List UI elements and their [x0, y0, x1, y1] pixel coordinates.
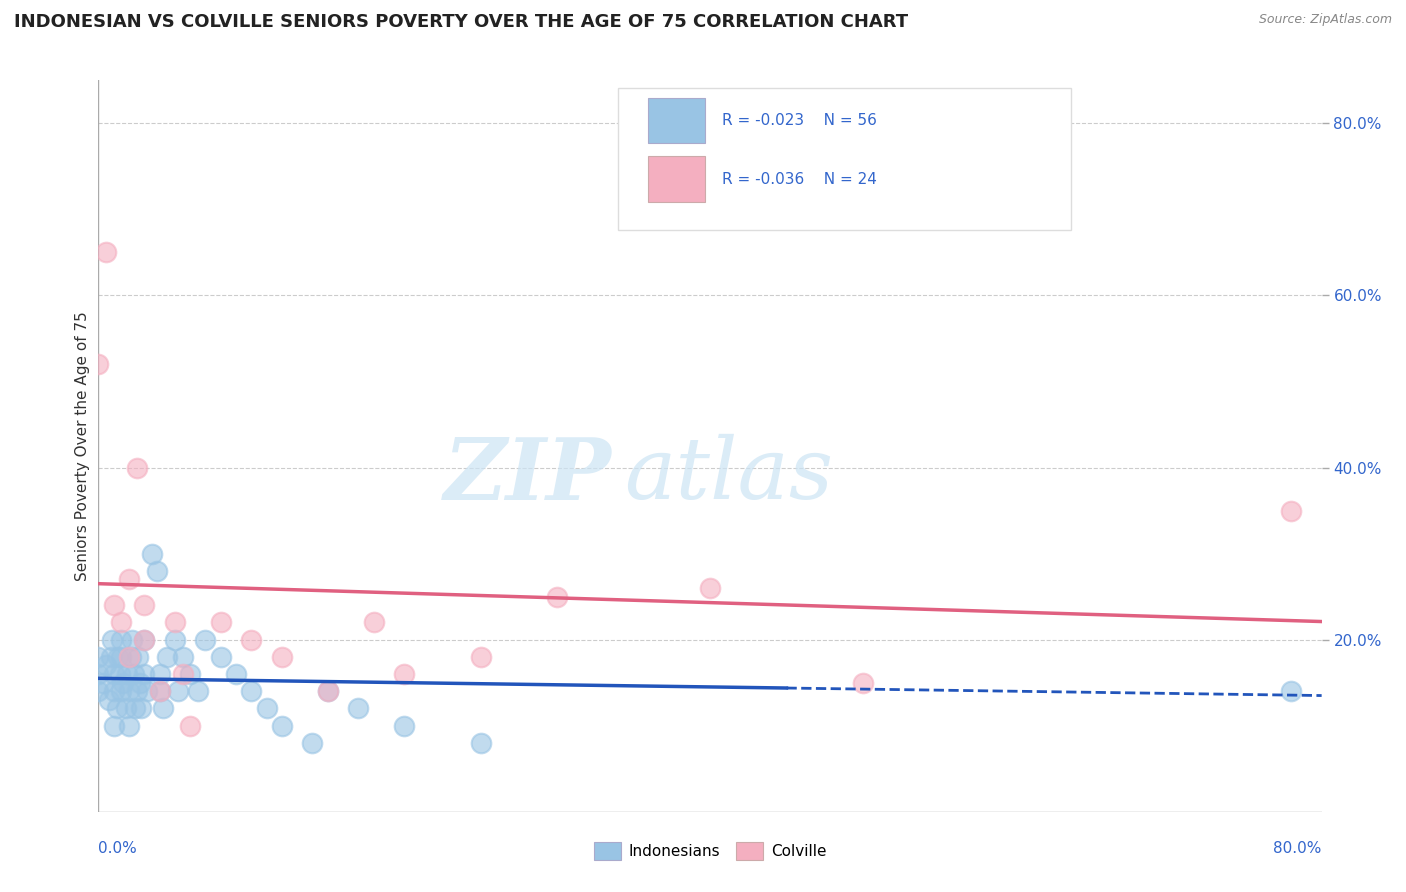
- Point: [122, 667, 145, 681]
- Point: [129, 701, 152, 715]
- Point: [134, 632, 156, 647]
- Y-axis label: Seniors Poverty Over the Age of 75: Seniors Poverty Over the Age of 75: [75, 311, 90, 581]
- Point: [316, 684, 339, 698]
- Point: [101, 632, 124, 647]
- Point: [1279, 503, 1302, 517]
- Text: atlas: atlas: [624, 434, 834, 516]
- Point: [98, 693, 121, 707]
- Point: [316, 684, 339, 698]
- Point: [145, 564, 167, 578]
- Point: [87, 684, 110, 698]
- Point: [103, 719, 125, 733]
- Point: [301, 736, 323, 750]
- Text: Source: ZipAtlas.com: Source: ZipAtlas.com: [1258, 13, 1392, 27]
- Point: [125, 684, 148, 698]
- FancyBboxPatch shape: [619, 87, 1071, 230]
- Point: [149, 684, 172, 698]
- Point: [256, 701, 278, 715]
- Point: [194, 632, 217, 647]
- Point: [103, 684, 125, 698]
- Point: [163, 632, 186, 647]
- Point: [392, 719, 416, 733]
- Point: [136, 684, 159, 698]
- Point: [240, 632, 263, 647]
- Point: [134, 667, 156, 681]
- Point: [392, 667, 416, 681]
- Point: [110, 632, 132, 647]
- FancyBboxPatch shape: [648, 98, 706, 144]
- Point: [118, 684, 141, 698]
- Point: [187, 684, 209, 698]
- Point: [363, 615, 385, 630]
- Point: [546, 590, 568, 604]
- Point: [172, 649, 194, 664]
- Point: [103, 667, 125, 681]
- Point: [121, 632, 143, 647]
- Point: [179, 667, 201, 681]
- Text: 0.0%: 0.0%: [98, 841, 138, 856]
- Point: [118, 719, 141, 733]
- Point: [127, 649, 149, 664]
- Point: [120, 649, 142, 664]
- Point: [115, 701, 138, 715]
- Text: R = -0.023    N = 56: R = -0.023 N = 56: [723, 113, 877, 128]
- Point: [110, 615, 132, 630]
- Point: [118, 573, 141, 587]
- Point: [103, 598, 125, 612]
- Point: [117, 667, 139, 681]
- Point: [1279, 684, 1302, 698]
- Point: [152, 701, 174, 715]
- Point: [167, 684, 190, 698]
- Point: [470, 736, 492, 750]
- Point: [172, 667, 194, 681]
- Text: R = -0.036    N = 24: R = -0.036 N = 24: [723, 171, 877, 186]
- Point: [94, 245, 117, 260]
- Point: [128, 675, 150, 690]
- Point: [111, 675, 134, 690]
- Point: [149, 667, 172, 681]
- Point: [91, 675, 114, 690]
- Point: [87, 649, 110, 664]
- Point: [110, 649, 132, 664]
- Point: [156, 649, 179, 664]
- Point: [209, 615, 232, 630]
- Text: ZIP: ZIP: [444, 434, 612, 517]
- Point: [209, 649, 232, 664]
- Point: [125, 460, 148, 475]
- Text: 80.0%: 80.0%: [1274, 841, 1322, 856]
- Point: [270, 649, 292, 664]
- Point: [141, 547, 163, 561]
- Point: [699, 581, 721, 595]
- Point: [149, 684, 172, 698]
- Point: [118, 649, 141, 664]
- Point: [852, 675, 875, 690]
- Point: [87, 667, 110, 681]
- Point: [108, 667, 131, 681]
- Point: [225, 667, 247, 681]
- Point: [124, 701, 146, 715]
- Point: [110, 684, 132, 698]
- Text: INDONESIAN VS COLVILLE SENIORS POVERTY OVER THE AGE OF 75 CORRELATION CHART: INDONESIAN VS COLVILLE SENIORS POVERTY O…: [14, 13, 908, 31]
- Point: [100, 649, 122, 664]
- Point: [107, 649, 129, 664]
- Point: [94, 658, 117, 673]
- Point: [347, 701, 370, 715]
- Point: [240, 684, 263, 698]
- Point: [105, 701, 128, 715]
- Point: [179, 719, 201, 733]
- FancyBboxPatch shape: [648, 156, 706, 202]
- Point: [134, 598, 156, 612]
- Legend: Indonesians, Colville: Indonesians, Colville: [588, 836, 832, 866]
- Point: [134, 632, 156, 647]
- Point: [163, 615, 186, 630]
- Point: [87, 357, 110, 371]
- Point: [270, 719, 292, 733]
- Point: [470, 649, 492, 664]
